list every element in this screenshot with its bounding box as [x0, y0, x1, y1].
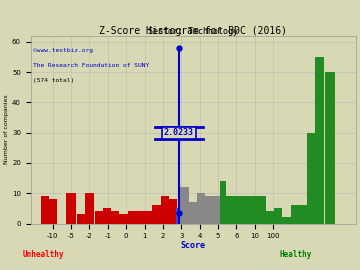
- Text: Sector: Technology: Sector: Technology: [148, 27, 238, 36]
- Bar: [233, 196, 241, 224]
- Bar: [169, 199, 177, 224]
- Bar: [152, 205, 161, 224]
- Bar: [66, 193, 76, 224]
- Text: ©www.textbiz.org: ©www.textbiz.org: [32, 48, 93, 53]
- Bar: [274, 208, 282, 224]
- Bar: [77, 214, 85, 224]
- Bar: [241, 196, 249, 224]
- Bar: [220, 181, 226, 224]
- X-axis label: Score: Score: [181, 241, 206, 250]
- Bar: [299, 205, 307, 224]
- Bar: [291, 205, 299, 224]
- Bar: [249, 196, 257, 224]
- Bar: [161, 196, 169, 224]
- Bar: [119, 214, 127, 224]
- Bar: [205, 196, 213, 224]
- Text: (574 total): (574 total): [32, 78, 74, 83]
- Bar: [144, 211, 152, 224]
- Text: The Research Foundation of SUNY: The Research Foundation of SUNY: [32, 63, 149, 68]
- Bar: [213, 196, 222, 224]
- Y-axis label: Number of companies: Number of companies: [4, 95, 9, 164]
- Title: Z-Score Histogram for BDC (2016): Z-Score Histogram for BDC (2016): [99, 26, 287, 36]
- Bar: [95, 211, 103, 224]
- Bar: [103, 208, 111, 224]
- Bar: [197, 193, 205, 224]
- Text: Unhealthy: Unhealthy: [22, 250, 64, 259]
- Bar: [111, 211, 119, 224]
- Bar: [136, 211, 144, 224]
- Bar: [85, 193, 94, 224]
- Bar: [282, 217, 291, 224]
- Bar: [189, 202, 197, 224]
- Bar: [325, 72, 335, 224]
- Bar: [307, 133, 315, 224]
- Bar: [176, 208, 182, 224]
- Bar: [180, 187, 189, 224]
- Bar: [127, 211, 136, 224]
- Bar: [315, 57, 324, 224]
- Bar: [257, 196, 266, 224]
- Bar: [224, 196, 233, 224]
- Bar: [266, 211, 274, 224]
- Text: Healthy: Healthy: [279, 250, 311, 259]
- Bar: [41, 196, 49, 224]
- Text: 2.0233: 2.0233: [164, 128, 194, 137]
- Bar: [49, 199, 57, 224]
